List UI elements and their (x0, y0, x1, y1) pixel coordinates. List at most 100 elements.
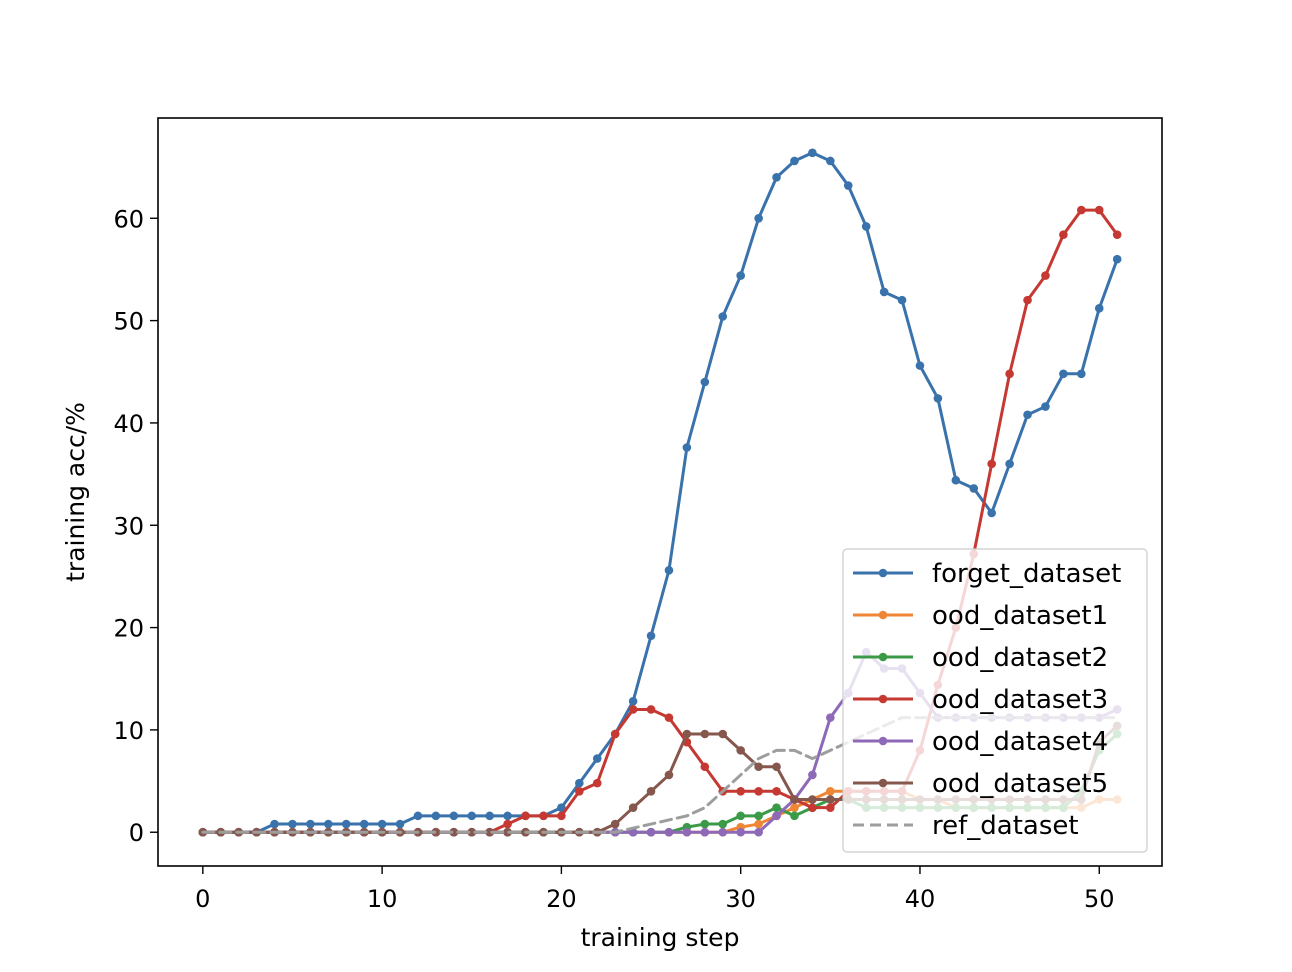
legend-label: ood_dataset2 (932, 643, 1108, 673)
data-point (485, 811, 494, 821)
data-point (557, 803, 566, 812)
data-point (808, 795, 817, 804)
legend-marker (878, 568, 888, 578)
data-point (808, 148, 817, 158)
data-point (682, 827, 692, 837)
y-axis-ticks: 0 10 20 30 40 50 60 (113, 205, 158, 847)
x-tick-label: 0 (195, 885, 210, 913)
data-point (610, 729, 620, 739)
data-point (592, 778, 602, 788)
data-point (557, 811, 566, 821)
data-point (664, 770, 674, 780)
data-point (754, 787, 763, 796)
data-point (700, 762, 710, 772)
data-point (718, 729, 728, 739)
data-point (521, 811, 530, 821)
data-point (718, 827, 728, 837)
series-ref_dataset (201, 716, 1119, 834)
legend-label: ood_dataset4 (932, 727, 1108, 757)
data-point (449, 811, 459, 821)
data-point (503, 811, 512, 821)
legend-label: ood_dataset3 (932, 685, 1108, 715)
data-point (539, 811, 548, 821)
data-point (754, 819, 763, 829)
data-point (467, 827, 477, 837)
data-point (646, 705, 656, 714)
data-point (754, 762, 763, 772)
data-point (1094, 205, 1104, 215)
data-point (377, 819, 387, 829)
data-point (772, 173, 781, 182)
data-point (826, 713, 835, 722)
data-point (736, 787, 745, 796)
legend-label: ood_dataset1 (932, 601, 1108, 631)
data-point (628, 803, 638, 812)
data-point (897, 295, 907, 305)
data-point (700, 377, 710, 387)
data-point (503, 819, 512, 829)
data-point (664, 565, 674, 575)
data-point (772, 811, 781, 821)
data-point (969, 484, 979, 493)
data-point (610, 819, 620, 829)
data-point (700, 729, 710, 739)
data-point (754, 827, 763, 837)
data-point (700, 827, 710, 837)
data-point (826, 787, 835, 796)
data-point (772, 787, 781, 796)
data-point (736, 811, 745, 821)
data-point (700, 819, 710, 829)
y-tick-label: 30 (113, 512, 144, 540)
data-point (790, 811, 799, 821)
data-point (861, 222, 871, 231)
data-point (772, 803, 781, 812)
y-axis-label: training acc/% (61, 402, 90, 582)
data-point (575, 787, 584, 796)
x-tick-label: 30 (725, 885, 756, 913)
data-point (1041, 271, 1050, 280)
data-point (592, 754, 602, 763)
series-line (201, 151, 1119, 834)
data-point (359, 819, 369, 829)
data-point (754, 213, 763, 223)
data-point (1041, 402, 1050, 411)
y-tick-label: 20 (113, 615, 144, 643)
x-axis-ticks: 0 10 20 30 40 50 (195, 866, 1115, 913)
data-point (288, 819, 297, 829)
data-point (736, 271, 745, 280)
data-point (270, 819, 279, 829)
data-point (431, 811, 441, 821)
data-point (628, 696, 638, 706)
data-point (826, 795, 835, 804)
data-point (395, 819, 405, 829)
legend-label: ood_dataset5 (932, 769, 1108, 799)
data-point (485, 827, 494, 837)
legend-marker (878, 736, 888, 746)
data-point (1112, 254, 1122, 264)
legend-marker (878, 652, 888, 662)
data-point (987, 459, 996, 469)
data-point (664, 827, 674, 837)
data-point (646, 827, 656, 837)
data-point (808, 770, 817, 780)
legend-box (842, 548, 1148, 853)
y-tick-label: 10 (113, 717, 144, 745)
data-point (987, 508, 996, 518)
data-point (1005, 369, 1014, 379)
data-point (324, 819, 333, 829)
y-tick-label: 40 (113, 410, 144, 438)
data-point (718, 819, 728, 829)
data-point (467, 811, 477, 821)
data-point (646, 787, 656, 796)
data-point (843, 181, 853, 190)
data-point (736, 827, 745, 837)
legend-label: forget_dataset (932, 559, 1121, 589)
data-point (1005, 459, 1014, 469)
data-point (826, 803, 835, 812)
data-point (646, 631, 656, 641)
data-point (718, 312, 728, 321)
legend-marker (878, 778, 888, 788)
data-point (1023, 410, 1032, 420)
data-point (628, 705, 638, 714)
